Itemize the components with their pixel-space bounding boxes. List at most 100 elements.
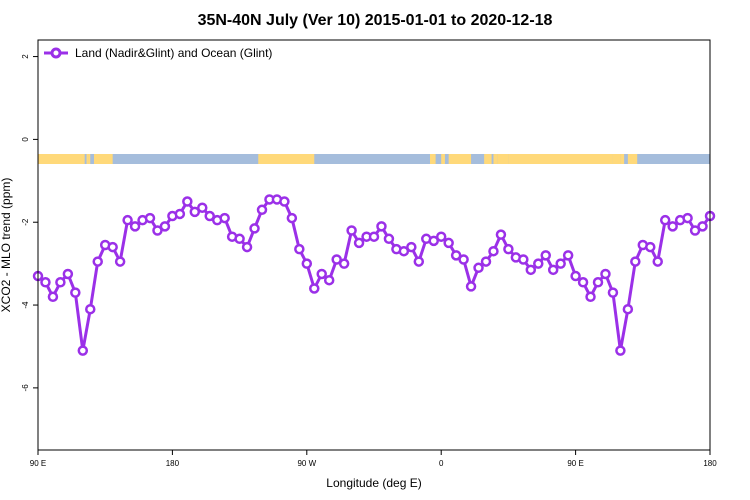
series-layer [32,194,716,356]
data-point [353,237,365,249]
data-point [570,270,581,282]
data-point [413,256,425,267]
data-point [182,196,193,207]
data-point [197,202,208,213]
y-tick-label: -4 [21,301,30,309]
legend-marker [50,47,62,59]
data-point [667,221,678,232]
legend-label: Land (Nadir&Glint) and Ocean (Glint) [75,46,272,60]
data-point [406,241,417,253]
y-tick-label: 2 [21,54,30,59]
land-segment [486,154,492,164]
data-point [241,241,253,253]
y-tick-label: 0 [21,137,30,142]
data-point [473,262,484,274]
data-point [249,223,260,234]
land-segment [258,154,315,164]
land-segment [493,154,498,164]
data-point [189,206,201,218]
data-point [234,233,245,245]
data-point [383,233,395,245]
data-point [122,214,133,226]
x-axis-label: Longitude (deg E) [326,476,421,490]
land-segment [612,154,621,164]
data-point [301,258,313,269]
data-point [92,256,103,267]
data-point [547,264,559,276]
land-segment [80,154,85,164]
data-point [294,243,305,255]
data-point [465,281,477,292]
data-point [85,303,96,315]
land-segment [508,154,613,164]
data-point [398,245,410,257]
data-point [338,258,350,269]
data-point [518,254,529,265]
x-tick-label: 0 [439,459,444,468]
land-segment [38,154,83,164]
data-point [615,345,626,356]
land-segment [94,154,113,164]
data-point [689,225,701,236]
land-segment [88,154,91,164]
data-point [309,283,320,294]
data-point [62,268,74,280]
data-point [47,291,59,303]
data-point [316,268,327,280]
data-point [480,256,492,267]
data-point [540,250,551,261]
data-point [219,212,230,224]
data-point [256,204,268,216]
data-point [174,208,186,220]
data-point [495,229,507,240]
data-point [533,258,544,269]
data-point [652,256,663,267]
x-tick-label: 90 E [567,459,583,468]
data-point [159,221,171,232]
data-point [630,256,641,267]
plot-frame [37,39,711,451]
data-point [114,256,126,267]
land-segment [86,154,89,164]
data-point [428,235,439,247]
data-point [697,221,708,232]
data-point [562,250,574,261]
data-point [129,221,141,232]
x-tick-label: 180 [166,459,180,468]
data-point [107,241,118,253]
data-point [682,212,693,224]
legend: Land (Nadir&Glint) and Ocean (Glint) [44,46,272,60]
y-axis-ticks: 2 0 -2 -4 -6 [21,54,38,392]
data-point [503,243,514,255]
data-point [70,287,81,298]
data-point [152,225,163,236]
y-tick-label: -2 [21,218,30,226]
data-point [577,277,589,288]
land-segment [620,154,625,164]
data-point [204,210,215,222]
data-point [607,287,619,298]
data-point [323,274,335,286]
x-axis-ticks: 90 E 180 90 W 0 90 E 180 [30,450,717,468]
data-point [488,245,499,257]
x-tick-label: 90 E [30,459,46,468]
data-point [443,237,454,249]
land-segment [497,154,509,164]
data-point [659,214,671,226]
data-point [458,254,469,265]
land-segment [627,154,638,164]
land-segment [430,154,436,164]
x-tick-label: 90 W [297,459,316,468]
data-point [144,212,156,224]
y-tick-label: -6 [21,384,30,392]
data-point [592,277,604,288]
data-point [368,231,380,242]
chart-title: 35N-40N July (Ver 10) 2015-01-01 to 2020… [198,12,553,29]
data-point [331,254,342,265]
data-point [525,264,537,276]
land-segment [441,154,445,164]
data-point [600,268,611,280]
land-ocean-mask-strip [38,154,710,164]
data-point [435,231,447,242]
